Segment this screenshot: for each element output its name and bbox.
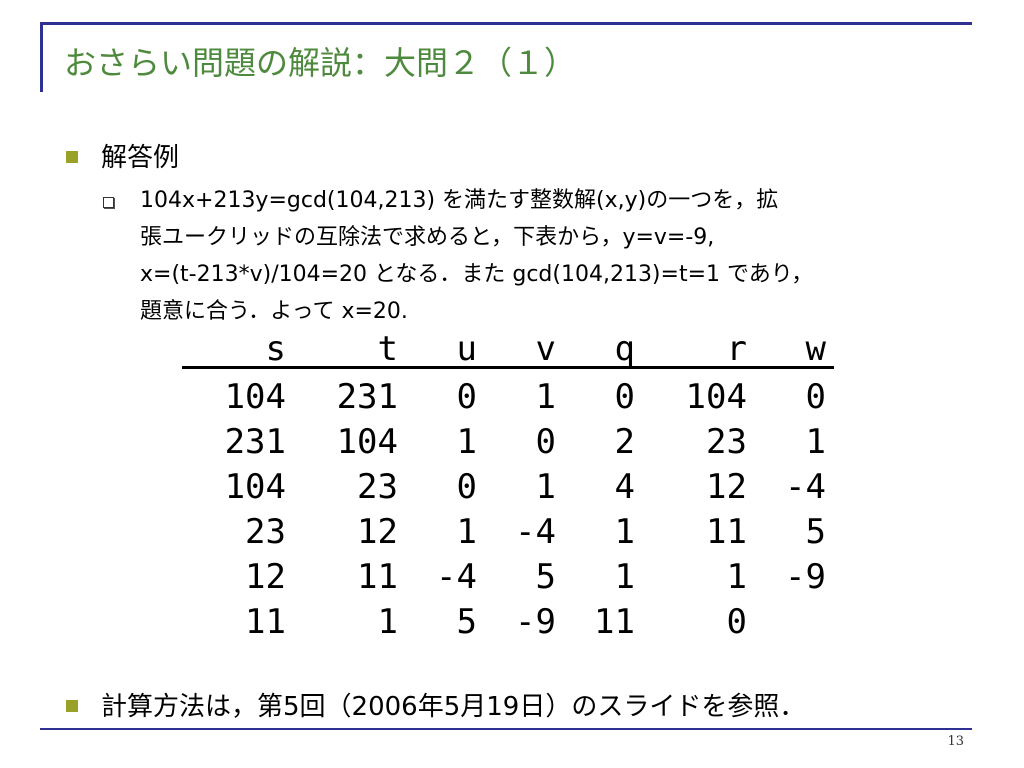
table-cell-w: 5 [805,512,826,552]
header-v: v [484,332,564,369]
header-w: w [754,332,834,369]
table-cell-t: 104 [336,422,398,462]
table-cell-s: 11 [245,602,286,642]
table-cell-w [755,600,834,645]
table-cell-u: 0 [456,467,477,507]
table-cell-r: 12 [706,467,747,507]
table-row: 12 11 -4 5 1 1 -9 [182,555,834,600]
table-cell-t: 23 [357,467,398,507]
table-cell-q: 2 [614,422,635,462]
table-cell-s: 12 [245,557,286,597]
table-cell-u: 0 [456,377,477,417]
table-row: 104 23 0 1 4 12 -4 [182,465,834,510]
table-cell-s: 23 [245,512,286,552]
header-s: s [182,332,294,369]
table-cell-u: 1 [456,512,477,552]
table-cell-v: -4 [515,512,556,552]
sub-line-1: 104x+213y=gcd(104,213) を満たす整数解(x,y)の一つを，… [140,188,779,213]
table-cell-r: 23 [706,422,747,462]
table-cell-r: 104 [685,377,747,417]
table-cell-r: 0 [726,602,747,642]
table-cell-v: 1 [535,467,556,507]
table-cell-t: 12 [357,512,398,552]
table-cell-v: 1 [535,377,556,417]
table-cell-s: 104 [224,467,286,507]
footer-line [40,728,972,730]
title-frame-top-line [40,22,972,25]
table-cell-q: 4 [614,467,635,507]
table-cell-w: -4 [785,467,826,507]
title-frame-left-line [40,22,43,92]
sub-line-4: 題意に合う．よって x=20. [140,299,408,324]
sub-bullet-square-icon [103,197,114,208]
header-r: r [642,332,755,369]
table-cell-v: -9 [515,602,556,642]
table-cell-r: 1 [726,557,747,597]
slide-title: おさらい問題の解説：大問２（１） [64,44,577,82]
page-number: 13 [947,734,964,749]
table-row: 23 12 1 -4 1 11 5 [182,510,834,555]
table-cell-v: 5 [535,557,556,597]
table-row: 104 231 0 1 0 104 0 [182,368,834,421]
table-cell-q: 1 [614,512,635,552]
sub-line-3: x=(t-213*v)/104=20 となる．また gcd(104,213)=t… [140,262,814,287]
table-cell-u: -4 [436,557,477,597]
table-cell-w: -9 [785,557,826,597]
table-cell-s: 231 [224,422,286,462]
table-header-row: s t u v q r w [182,332,834,369]
header-t: t [294,332,406,369]
table-cell-q: 0 [614,377,635,417]
table-cell-q: 1 [614,557,635,597]
table-cell-s: 104 [224,377,286,417]
table-cell-t: 1 [377,602,398,642]
table-cell-u: 5 [456,602,477,642]
table-cell-u: 1 [456,422,477,462]
extended-euclid-table: s t u v q r w 104 231 0 1 0 104 0 231 104 1 0 2 23 1 1… [182,332,834,645]
bullet-reference: 計算方法は，第5回（2006年5月19日）のスライドを参照． [101,692,806,722]
table-cell-r: 11 [706,512,747,552]
table-body: 104 231 0 1 0 104 0 231 104 1 0 2 23 1 104 23 0 1 4 12 -4 23 1… [182,368,834,646]
table-cell-w: 1 [805,422,826,462]
table-row: 11 1 5 -9 11 0 [182,600,834,645]
table-cell-t: 11 [357,557,398,597]
table-cell-w: 0 [805,377,826,417]
table-cell-t: 231 [336,377,398,417]
euclid-table-container: s t u v q r w 104 231 0 1 0 104 0 231 104 1 0 2 23 1 1… [182,332,834,645]
table-row: 231 104 1 0 2 23 1 [182,420,834,465]
table-cell-v: 0 [535,422,556,462]
header-u: u [406,332,485,369]
bullet-answer-example: 解答例 [101,143,180,173]
bullet-square-icon [66,151,78,163]
sub-line-2: 張ユークリッドの互除法で求めると，下表から，y=v=-9, [140,225,715,250]
table-cell-q: 11 [594,602,635,642]
header-q: q [563,332,643,369]
bullet-square-icon [66,700,78,712]
